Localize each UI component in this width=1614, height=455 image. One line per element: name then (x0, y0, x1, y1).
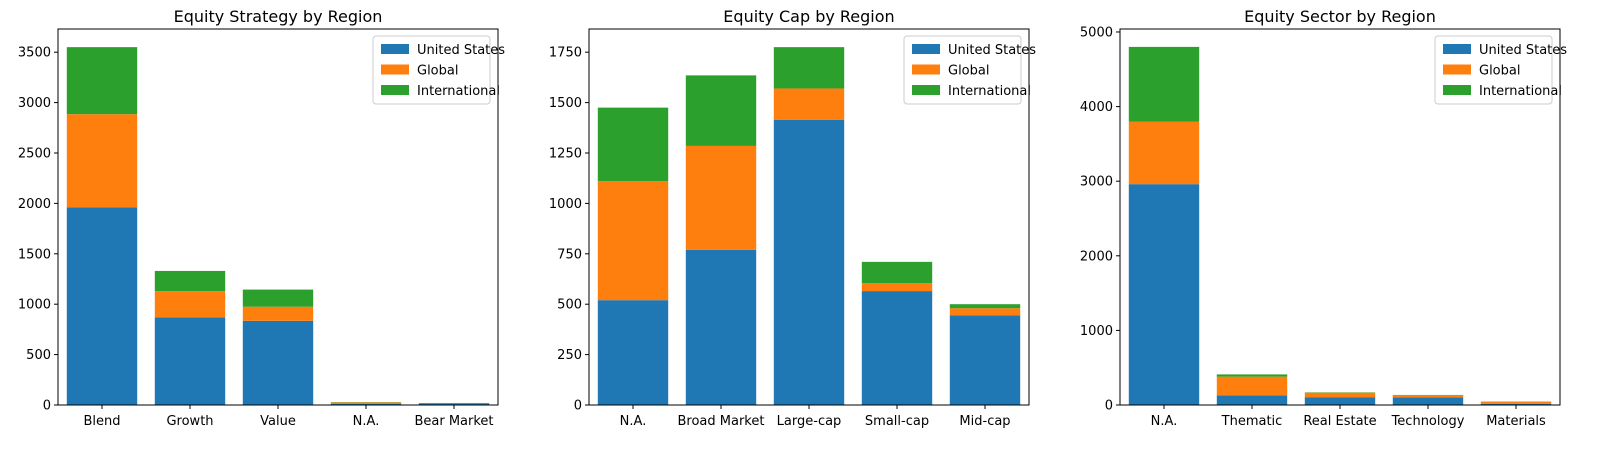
y-tick-label: 1500 (549, 96, 582, 111)
y-tick-label: 0 (574, 399, 582, 414)
legend-swatch (381, 85, 409, 95)
x-tick-label: Growth (166, 414, 213, 429)
y-tick-label: 1000 (18, 298, 51, 313)
x-tick-label: Broad Market (678, 414, 765, 429)
legend-label: International (1479, 84, 1562, 99)
legend-label: United States (417, 43, 505, 58)
bar-united-states (598, 300, 668, 405)
x-tick-label: Technology (1391, 414, 1465, 429)
bar-united-states (155, 317, 225, 405)
chart-panel-sector: Equity Sector by Region N.A. Thematic Real… (1080, 7, 1567, 429)
bar-global (950, 308, 1020, 315)
bar-united-states (950, 315, 1020, 405)
legend-swatch (381, 44, 409, 54)
x-tick-label: Large-cap (777, 414, 842, 429)
legend-swatch (1443, 44, 1471, 54)
y-tick-label: 1250 (549, 146, 582, 161)
bar-united-states (1305, 397, 1375, 405)
bar-global (774, 88, 844, 119)
legend-swatch (912, 44, 940, 54)
x-tick-label: Small-cap (865, 414, 929, 429)
bar-united-states (862, 291, 932, 405)
x-tick-label: Materials (1486, 414, 1546, 429)
x-tick-label: N.A. (620, 414, 647, 429)
legend-label: Global (1479, 64, 1520, 79)
x-tick-label: Bear Market (414, 414, 493, 429)
legend-label: Global (417, 64, 458, 79)
y-tick-label: 3000 (18, 96, 51, 111)
legend-label: International (417, 84, 500, 99)
legend-label: United States (1479, 43, 1567, 58)
bar-global (243, 307, 313, 321)
legend-label: International (948, 84, 1031, 99)
bar-united-states (1129, 184, 1199, 405)
bar-united-states (686, 250, 756, 405)
y-tick-label: 3000 (1080, 175, 1113, 190)
chart-title: Equity Strategy by Region (174, 7, 383, 26)
bar-international (774, 47, 844, 88)
y-tick-label: 1000 (1080, 324, 1113, 339)
bar-global (862, 283, 932, 291)
bar-international (686, 75, 756, 146)
bar-global (686, 146, 756, 250)
y-tick-label: 4000 (1080, 100, 1113, 115)
y-tick-label: 250 (557, 348, 582, 363)
bar-global (155, 291, 225, 317)
x-tick-label: N.A. (353, 414, 380, 429)
bar-global (331, 402, 401, 404)
bar-international (950, 304, 1020, 308)
chart-title: Equity Sector by Region (1244, 7, 1436, 26)
y-tick-label: 2000 (18, 197, 51, 212)
bar-international (1129, 47, 1199, 122)
y-tick-label: 1500 (18, 247, 51, 262)
legend-label: Global (948, 64, 989, 79)
bar-international (862, 262, 932, 283)
y-tick-label: 0 (43, 399, 51, 414)
bar-global (1481, 402, 1551, 404)
bar-global (1217, 377, 1287, 396)
y-tick-label: 500 (557, 298, 582, 313)
bar-global (67, 114, 137, 207)
x-tick-label: N.A. (1151, 414, 1178, 429)
bar-international (155, 271, 225, 291)
y-tick-label: 0 (1105, 399, 1113, 414)
bar-united-states (243, 321, 313, 405)
bar-united-states (1217, 395, 1287, 405)
bar-united-states (67, 207, 137, 405)
y-tick-label: 5000 (1080, 25, 1113, 40)
x-tick-label: Real Estate (1303, 414, 1376, 429)
bar-united-states (774, 120, 844, 405)
bar-global (1393, 395, 1463, 397)
legend-swatch (381, 65, 409, 75)
bar-international (67, 47, 137, 114)
chart-panel-strategy: Equity Strategy by Region Blend Growth Val… (18, 7, 505, 429)
x-tick-label: Blend (83, 414, 120, 429)
bar-international (243, 290, 313, 307)
y-tick-label: 2500 (18, 146, 51, 161)
bar-international (598, 108, 668, 182)
legend-label: United States (948, 43, 1036, 58)
y-tick-label: 3500 (18, 46, 51, 61)
y-tick-label: 1750 (549, 46, 582, 61)
x-tick-label: Mid-cap (959, 414, 1010, 429)
legend-swatch (912, 85, 940, 95)
legend-swatch (912, 65, 940, 75)
bar-global (598, 181, 668, 300)
chart-title: Equity Cap by Region (723, 7, 894, 26)
y-tick-label: 2000 (1080, 249, 1113, 264)
y-tick-label: 750 (557, 247, 582, 262)
bar-global (1305, 393, 1375, 397)
y-tick-label: 500 (26, 348, 51, 363)
bar-international (1217, 374, 1287, 376)
x-tick-label: Value (260, 414, 296, 429)
chart-panel-cap: Equity Cap by Region N.A. Broad Market Lar… (549, 7, 1036, 429)
x-tick-label: Thematic (1221, 414, 1283, 429)
legend-swatch (1443, 85, 1471, 95)
legend-swatch (1443, 65, 1471, 75)
bar-global (1129, 122, 1199, 185)
y-tick-label: 1000 (549, 197, 582, 212)
bar-united-states (1393, 398, 1463, 405)
